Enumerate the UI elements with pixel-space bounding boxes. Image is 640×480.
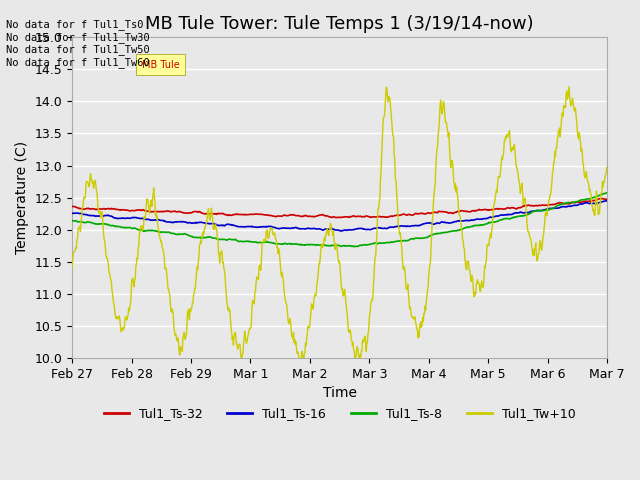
Legend: Tul1_Ts-32, Tul1_Ts-16, Tul1_Ts-8, Tul1_Tw+10: Tul1_Ts-32, Tul1_Ts-16, Tul1_Ts-8, Tul1_… [99, 403, 580, 425]
Text: No data for f Tul1_Ts0
No data for f Tul1_Tw30
No data for f Tul1_Tw50
No data f: No data for f Tul1_Ts0 No data for f Tul… [6, 19, 150, 68]
X-axis label: Time: Time [323, 386, 356, 400]
Text: MB Tule: MB Tule [141, 60, 179, 70]
Title: MB Tule Tower: Tule Temps 1 (3/19/14-now): MB Tule Tower: Tule Temps 1 (3/19/14-now… [145, 15, 534, 33]
Y-axis label: Temperature (C): Temperature (C) [15, 141, 29, 254]
